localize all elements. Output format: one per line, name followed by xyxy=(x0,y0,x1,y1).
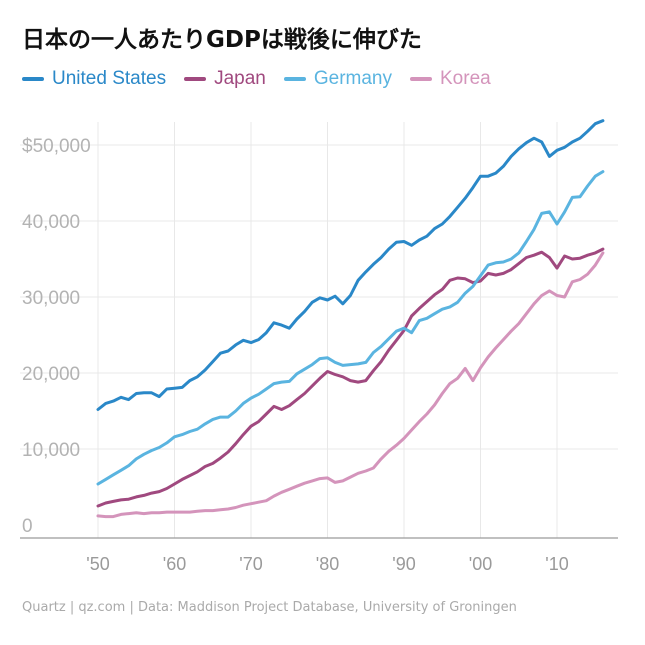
legend-item-korea: Korea xyxy=(410,68,491,90)
legend-item-united-states: United States xyxy=(22,68,166,90)
x-tick-label: '00 xyxy=(469,554,492,574)
x-tick-label: '50 xyxy=(86,554,109,574)
legend-swatch-korea xyxy=(410,77,432,81)
x-tick-label: '90 xyxy=(392,554,415,574)
source-footer: Quartz | qz.com | Data: Maddison Project… xyxy=(22,600,517,615)
series-line-united-states xyxy=(96,119,605,411)
series-line-korea xyxy=(96,251,605,519)
x-tick-label: '60 xyxy=(163,554,186,574)
y-tick-label: 20,000 xyxy=(22,364,80,385)
y-tick-label: 10,000 xyxy=(22,440,80,461)
legend-label-united-states: United States xyxy=(52,68,167,89)
x-tick-label: '10 xyxy=(545,554,568,574)
legend-swatch-germany xyxy=(283,77,306,81)
x-tick-label: '80 xyxy=(316,554,339,574)
series-line-japan xyxy=(96,247,605,508)
x-tick-label: '70 xyxy=(239,554,262,574)
legend-label-germany: Germany xyxy=(313,68,392,89)
legend-item-japan: Japan xyxy=(184,68,266,90)
y-tick-label: 40,000 xyxy=(22,212,80,233)
legend-label-korea: Korea xyxy=(440,68,491,89)
y-tick-label: $50,000 xyxy=(22,136,91,157)
legend-swatch-united-states xyxy=(22,77,44,81)
legend-swatch-japan xyxy=(184,77,207,81)
legend: United States Japan Germany Korea xyxy=(22,68,491,90)
legend-label-japan: Japan xyxy=(214,68,266,89)
y-tick-label: 0 xyxy=(22,516,33,537)
axis-layer: 0 10,000 20,000 30,000 40,000 $50,000 '50 '60 '7… xyxy=(20,136,618,574)
series-line-germany xyxy=(96,170,605,486)
chart-title: 日本の一人あたりGDPは戦後に伸びた xyxy=(22,27,422,53)
y-tick-label: 30,000 xyxy=(22,288,80,309)
grid-layer xyxy=(20,122,618,538)
legend-item-germany: Germany xyxy=(283,68,392,90)
series-layer xyxy=(96,119,605,519)
